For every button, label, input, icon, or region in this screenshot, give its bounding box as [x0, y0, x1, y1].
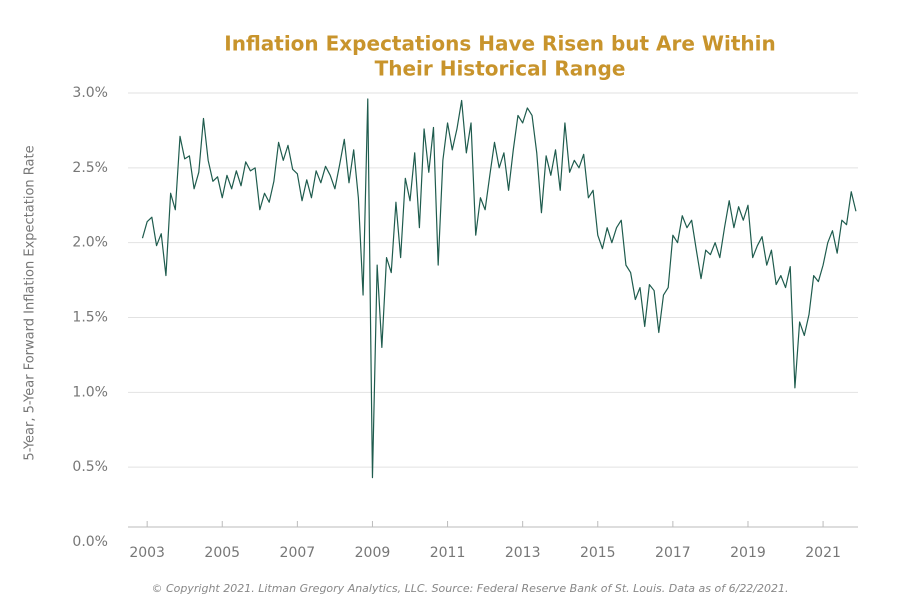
x-tick-label: 2015	[580, 545, 616, 561]
x-tick-label: 2003	[129, 545, 165, 561]
y-tick-label: 2.0%	[72, 235, 108, 251]
y-tick-label: 3.0%	[72, 85, 108, 101]
y-tick-label: 1.0%	[72, 384, 108, 400]
y-tick-label: 0.0%	[72, 534, 108, 550]
y-tick-label: 2.5%	[72, 160, 108, 176]
x-tick-label: 2007	[280, 545, 316, 561]
chart-subtitle: Their Historical Range	[375, 57, 626, 81]
y-axis-label: 5-Year, 5-Year Forward Inflation Expecta…	[23, 145, 38, 460]
x-tick-label: 2009	[355, 545, 391, 561]
x-tick-label: 2021	[805, 545, 841, 561]
footnote: © Copyright 2021. Litman Gregory Analyti…	[151, 582, 788, 595]
y-tick-label: 1.5%	[72, 310, 108, 326]
x-tick-label: 2011	[430, 545, 466, 561]
y-tick-label: 0.5%	[72, 459, 108, 475]
x-tick-label: 2005	[204, 545, 240, 561]
chart-title: Inflation Expectations Have Risen but Ar…	[224, 32, 775, 56]
x-tick-label: 2013	[505, 545, 541, 561]
x-tick-label: 2017	[655, 545, 691, 561]
data-line	[141, 98, 857, 479]
x-tick-label: 2019	[730, 545, 766, 561]
